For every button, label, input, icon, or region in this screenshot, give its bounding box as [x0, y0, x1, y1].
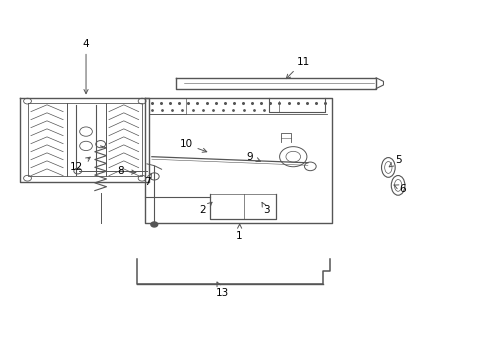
Text: 10: 10	[179, 139, 206, 152]
Text: 13: 13	[216, 282, 229, 298]
Text: 6: 6	[393, 184, 406, 194]
Text: 9: 9	[245, 152, 260, 162]
Text: 11: 11	[285, 57, 309, 78]
Text: 5: 5	[388, 155, 401, 167]
Text: 1: 1	[236, 224, 243, 240]
Circle shape	[151, 222, 158, 227]
Text: 8: 8	[117, 166, 136, 176]
Text: 7: 7	[143, 174, 151, 187]
Text: 2: 2	[199, 202, 212, 216]
Text: 3: 3	[262, 202, 269, 216]
Text: 4: 4	[82, 39, 89, 94]
Text: 12: 12	[69, 157, 90, 172]
